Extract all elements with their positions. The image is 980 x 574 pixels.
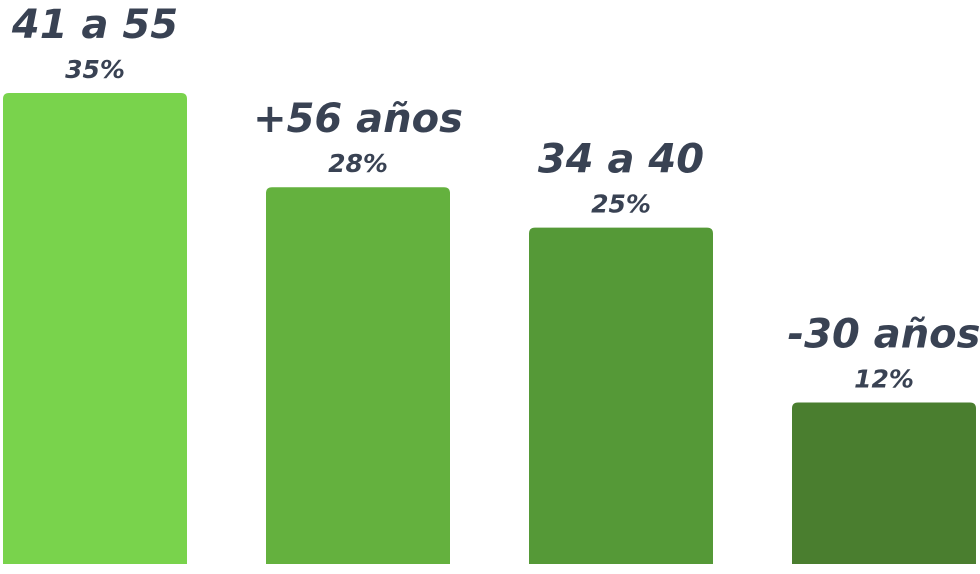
- bar: [529, 227, 713, 565]
- value-label: 28%: [328, 149, 388, 178]
- bar: [3, 93, 187, 564]
- category-label: -30 años: [788, 312, 980, 358]
- category-label: +56 años: [253, 96, 463, 142]
- value-label: 35%: [65, 55, 125, 84]
- category-label: 41 a 55: [11, 2, 178, 48]
- value-label: 25%: [591, 190, 651, 219]
- bar: [266, 187, 450, 564]
- category-label: 34 a 40: [538, 137, 704, 183]
- bar: [792, 402, 976, 564]
- value-label: 12%: [854, 365, 914, 394]
